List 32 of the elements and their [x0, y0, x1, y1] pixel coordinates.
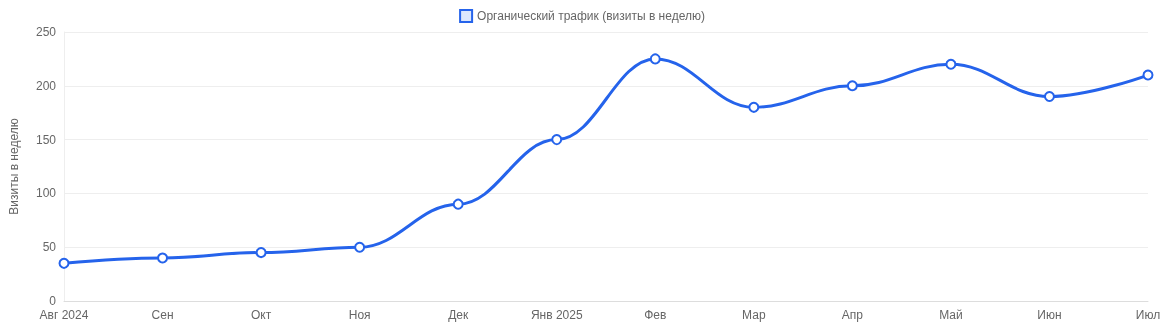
y-tick-label: 150	[35, 132, 57, 147]
point	[1043, 91, 1055, 103]
point	[846, 80, 858, 92]
point	[649, 53, 661, 65]
point	[354, 241, 366, 253]
point	[551, 134, 563, 146]
y-tick-label: 0	[49, 294, 57, 308]
x-tick-label: Дек	[448, 308, 469, 322]
x-tick-label: Фев	[644, 308, 667, 322]
legend-label: Органический трафик (визиты в неделю)	[477, 9, 705, 23]
x-tick-label: Июн	[1037, 308, 1062, 322]
point	[1142, 69, 1154, 81]
x-tick-label: Июл	[1135, 308, 1161, 322]
x-tick-label: Мар	[742, 308, 766, 322]
point	[748, 101, 760, 113]
y-tick-label: 50	[42, 240, 57, 255]
point	[255, 247, 267, 259]
x-tick-label: Авг 2024	[39, 308, 89, 322]
y-tick-label: 200	[35, 78, 57, 93]
y-tick-label: 100	[35, 186, 57, 201]
x-tick-label: Май	[939, 308, 963, 322]
point	[58, 257, 70, 269]
x-tick-label: Апр	[841, 308, 864, 322]
point	[945, 58, 957, 70]
y-axis-title: Визиты в неделю	[7, 118, 21, 215]
x-tick-label: Окт	[250, 308, 272, 322]
x-tick-label: Сен	[151, 308, 174, 322]
point	[452, 198, 464, 210]
y-tick-label: 250	[35, 25, 57, 39]
point	[157, 252, 169, 264]
x-tick-label: Ноя	[348, 308, 371, 322]
x-tick-label: Янв 2025	[530, 308, 583, 322]
